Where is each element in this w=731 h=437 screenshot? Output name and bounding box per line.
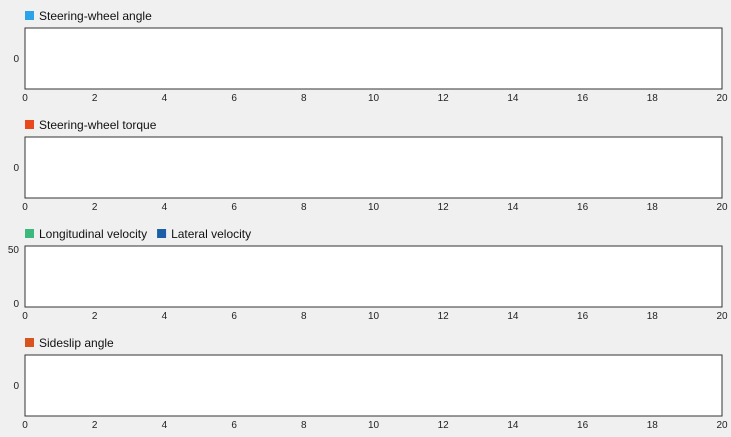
plot-frame [24,136,723,199]
plot-frame [24,245,723,308]
x-tick-label: 18 [647,202,659,213]
x-tick-label: 8 [301,93,307,104]
legend-entry: Longitudinal velocity [39,227,147,241]
x-tick-label: 0 [22,420,28,431]
legend-entry: Steering-wheel torque [39,118,157,132]
x-tick-label: 12 [438,311,450,322]
x-tick-label: 16 [577,311,589,322]
x-tick-label: 14 [507,311,519,322]
x-tick-label: 2 [92,311,98,322]
y-tick-label: 0 [13,163,19,174]
x-tick-label: 2 [92,202,98,213]
x-tick-label: 10 [368,93,380,104]
chart-panel-3: 0 2 4 6 8 10 12 14 16 18 20 0 50 Longitudinal velocit… [8,227,728,322]
x-tick-label: 20 [716,202,728,213]
x-tick-label: 2 [92,420,98,431]
y-tick-label: 0 [13,299,19,310]
x-tick-label: 0 [22,93,28,104]
x-tick-label: 20 [716,93,728,104]
legend-entry: Lateral velocity [171,227,251,241]
legend-swatch [25,11,34,20]
x-tick-label: 14 [507,93,519,104]
y-tick-label: 0 [13,381,19,392]
x-tick-label: 10 [368,420,380,431]
x-tick-label: 12 [438,420,450,431]
chart-panel-4: 0 2 4 6 8 10 12 14 16 18 20 0 Sideslip angle [13,336,728,431]
x-tick-label: 6 [231,311,237,322]
legend-swatch [25,120,34,129]
x-tick-label: 20 [716,311,728,322]
x-tick-label: 20 [716,420,728,431]
x-tick-label: 14 [507,202,519,213]
y-tick-label: 0 [13,54,19,65]
y-tick-label: 50 [8,245,20,256]
x-tick-label: 6 [231,202,237,213]
x-tick-label: 16 [577,202,589,213]
plot-frame [24,27,723,90]
x-tick-label: 12 [438,93,450,104]
legend-swatch [25,338,34,347]
x-tick-label: 10 [368,311,380,322]
x-tick-label: 10 [368,202,380,213]
x-tick-label: 4 [162,311,168,322]
x-tick-label: 18 [647,311,659,322]
plot-frame [24,354,723,417]
x-tick-label: 16 [577,93,589,104]
x-tick-label: 4 [162,202,168,213]
x-tick-label: 18 [647,93,659,104]
x-tick-label: 8 [301,420,307,431]
legend-entry: Steering-wheel angle [39,9,152,23]
legend-entry: Sideslip angle [39,336,114,350]
x-tick-label: 8 [301,202,307,213]
x-tick-label: 4 [162,93,168,104]
x-tick-label: 14 [507,420,519,431]
x-tick-label: 6 [231,420,237,431]
chart-panel-1: 0 2 4 6 8 10 12 14 16 18 20 0 Steering-wheel angle [13,9,728,104]
x-tick-label: 0 [22,311,28,322]
x-tick-label: 0 [22,202,28,213]
chart-panel-2: 0 2 4 6 8 10 12 14 16 18 20 0 Steering-wheel torque [13,118,728,213]
legend-swatch [25,229,34,238]
legend-swatch [157,229,167,238]
x-tick-label: 2 [92,93,98,104]
x-tick-label: 18 [647,420,659,431]
x-tick-label: 8 [301,311,307,322]
x-tick-label: 6 [231,93,237,104]
x-tick-label: 16 [577,420,589,431]
x-tick-label: 4 [162,420,168,431]
x-tick-label: 12 [438,202,450,213]
